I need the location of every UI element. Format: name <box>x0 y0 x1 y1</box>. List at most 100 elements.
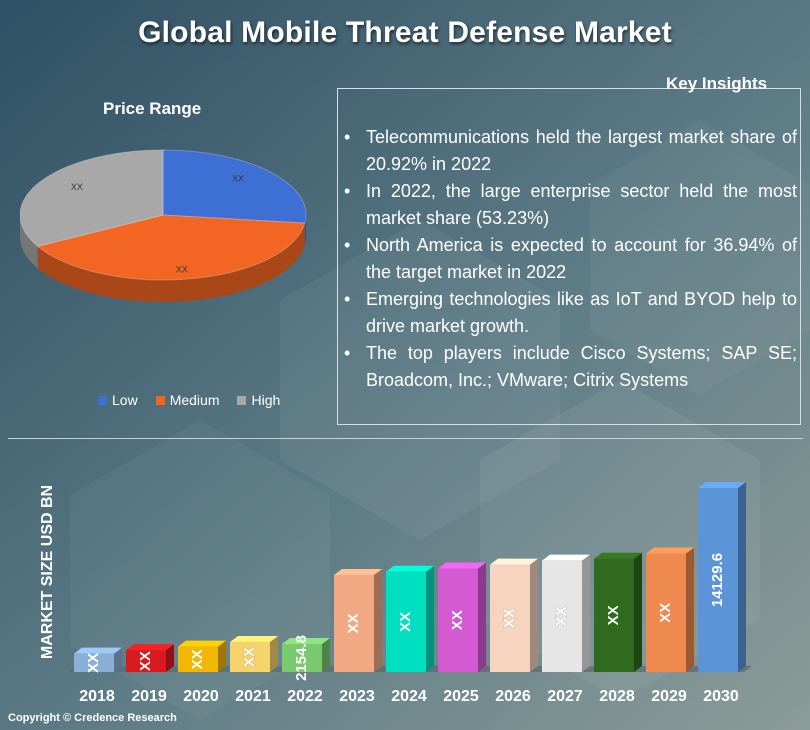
pie-legend: Low Medium High <box>98 392 280 408</box>
bar-2025: XX <box>438 562 486 672</box>
bar-top <box>438 562 486 569</box>
bar-side <box>478 562 486 672</box>
bar-value-label: XX <box>449 610 466 630</box>
x-tick-label: 2021 <box>235 688 271 705</box>
pie-data-label: XX <box>176 264 188 274</box>
pie-slice-side-medium <box>37 223 305 302</box>
legend-item-medium: Medium <box>155 392 219 408</box>
bar-value-label: 14129.6 <box>709 553 726 607</box>
key-insights-title: Key Insights <box>666 74 768 93</box>
x-tick-label: 2019 <box>131 688 167 705</box>
insight-item: • In 2022, the large enterprise sector he… <box>342 178 797 231</box>
x-tick-label: 2026 <box>495 688 531 705</box>
bar-side <box>166 644 174 672</box>
bar-front <box>230 642 270 672</box>
bar-front <box>126 650 166 672</box>
bar-2019: XX <box>126 644 174 672</box>
pie-slice-side-high <box>20 215 38 269</box>
x-tick-label: 2024 <box>391 688 427 705</box>
bar-2024: XX <box>386 565 434 672</box>
bar-front <box>438 568 478 672</box>
bar-value-label: 2154.8 <box>293 635 310 681</box>
bar-side <box>114 647 122 672</box>
bar-top <box>334 568 382 575</box>
bar-side <box>738 482 746 672</box>
bar-value-label: XX <box>657 603 674 623</box>
bar-top <box>230 636 278 643</box>
legend-item-high: High <box>237 392 280 408</box>
x-tick-label: 2022 <box>287 688 323 705</box>
bar-2030: 14129.6 <box>698 482 746 672</box>
bar-top <box>386 565 434 572</box>
bar-front <box>74 653 114 672</box>
bar-front <box>334 574 374 672</box>
bar-2023: XX <box>334 568 382 672</box>
legend-swatch-low <box>98 395 107 405</box>
bar-2029: XX <box>646 547 694 672</box>
bar-value-label: XX <box>397 612 414 632</box>
bar-top <box>698 482 746 488</box>
x-tick-label: 2025 <box>443 688 479 705</box>
bar-front <box>490 564 530 672</box>
bar-2022: 2154.8 <box>282 635 330 681</box>
legend-item-low: Low <box>98 392 138 408</box>
insight-item: • Emerging technologies like as IoT and B… <box>342 286 797 339</box>
bar-2026: XX <box>490 558 538 672</box>
bar-2027: XX <box>542 554 590 672</box>
insight-item: • North America is expected to account fo… <box>342 232 797 285</box>
key-insights-list: • Telecommunications held the largest mar… <box>342 124 797 394</box>
bar-value-label: XX <box>553 606 570 626</box>
insight-text: North America is expected to account for… <box>366 235 797 282</box>
x-tick-label: 2018 <box>79 688 115 705</box>
price-range-pie-chart: XX XX XX <box>20 149 307 302</box>
bar-front <box>698 488 738 672</box>
pie-data-label: XX <box>232 173 244 183</box>
bar-value-label: XX <box>241 647 258 667</box>
bar-front <box>282 643 322 672</box>
bar-value-label: XX <box>345 613 362 633</box>
copyright-text: Copyright © Credence Research <box>8 712 177 724</box>
bar-front <box>542 560 582 672</box>
pie-slice-medium <box>36 214 306 281</box>
bar-value-label: XX <box>189 649 206 669</box>
bullet-icon: • <box>344 181 351 201</box>
key-insights-box <box>337 88 801 425</box>
bar-front <box>594 558 634 672</box>
bar-side <box>686 547 694 672</box>
bar-top <box>282 637 330 644</box>
bar-side <box>322 637 330 672</box>
x-tick-label: 2027 <box>547 688 583 705</box>
legend-label-high: High <box>251 392 281 408</box>
bar-front <box>178 646 218 672</box>
bar-value-label: XX <box>137 651 154 671</box>
legend-swatch-high <box>237 395 247 405</box>
insight-text: The top players include Cisco Systems; S… <box>366 343 797 390</box>
bar-top <box>490 558 538 565</box>
bar-front <box>386 571 426 672</box>
bar-side <box>270 636 278 672</box>
bar-front <box>646 553 686 672</box>
insight-item: • The top players include Cisco Systems; … <box>342 340 797 393</box>
bullet-icon: • <box>344 235 351 255</box>
bar-side <box>426 565 434 672</box>
bar-top <box>594 552 642 559</box>
insight-text: In 2022, the large enterprise sector hel… <box>366 181 797 228</box>
bar-value-label: XX <box>85 653 102 673</box>
bar-2018: XX <box>74 647 122 673</box>
bar-top <box>178 640 226 647</box>
legend-label-low: Low <box>112 392 138 408</box>
pie-title: Price Range <box>103 99 202 118</box>
pie-slice-side-low <box>304 215 306 246</box>
pie-slice-high <box>20 149 164 247</box>
bar-2028: XX <box>594 552 642 672</box>
market-size-bar-chart: XX 2018 XX 2019 XX 2020 XX 2021 2154.8 2022 XX 2023… <box>68 482 752 705</box>
bullet-icon: • <box>344 343 351 363</box>
bullet-icon: • <box>344 127 351 147</box>
bar-side <box>582 554 590 672</box>
bar-value-label: XX <box>605 605 622 625</box>
pie-slice-low <box>162 149 307 224</box>
insight-text: Telecommunications held the largest mark… <box>366 127 797 174</box>
bar-top <box>542 554 590 561</box>
page-title: Global Mobile Threat Defense Market <box>138 16 672 49</box>
bar-2021: XX <box>230 636 278 672</box>
